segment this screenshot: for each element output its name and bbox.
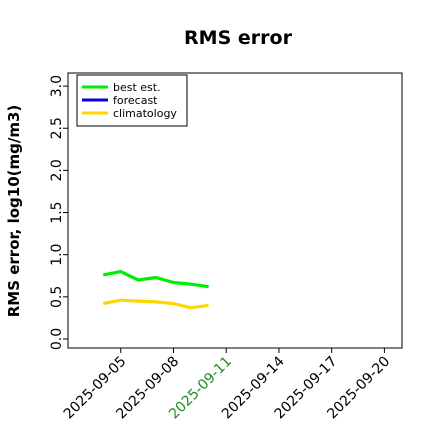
legend-label: climatology bbox=[113, 107, 177, 120]
series-line-climatology bbox=[102, 298, 209, 310]
y-axis: 0.0 0.5 1.0 1.5 2.0 2.5 3.0 bbox=[49, 75, 68, 350]
y-axis-label: RMS error, log10(mg/m3) bbox=[5, 105, 23, 318]
legend-label: best est. bbox=[113, 81, 161, 94]
chart-title: RMS error bbox=[184, 27, 293, 49]
y-tick-label: 1.0 bbox=[49, 244, 65, 266]
x-axis: 2025-09-052025-09-082025-09-112025-09-14… bbox=[61, 348, 393, 422]
plot-area bbox=[67, 72, 403, 349]
y-tick-label: 1.5 bbox=[49, 201, 65, 223]
legend-label: forecast bbox=[113, 94, 158, 107]
series-line-best-est bbox=[102, 270, 209, 289]
y-tick-label: 3.0 bbox=[49, 75, 65, 97]
y-tick-label: 0.0 bbox=[49, 328, 65, 350]
y-tick-label: 0.5 bbox=[49, 286, 65, 308]
y-tick-label: 2.5 bbox=[49, 117, 65, 139]
y-tick-label: 2.0 bbox=[49, 159, 65, 181]
series-layer bbox=[102, 270, 209, 310]
